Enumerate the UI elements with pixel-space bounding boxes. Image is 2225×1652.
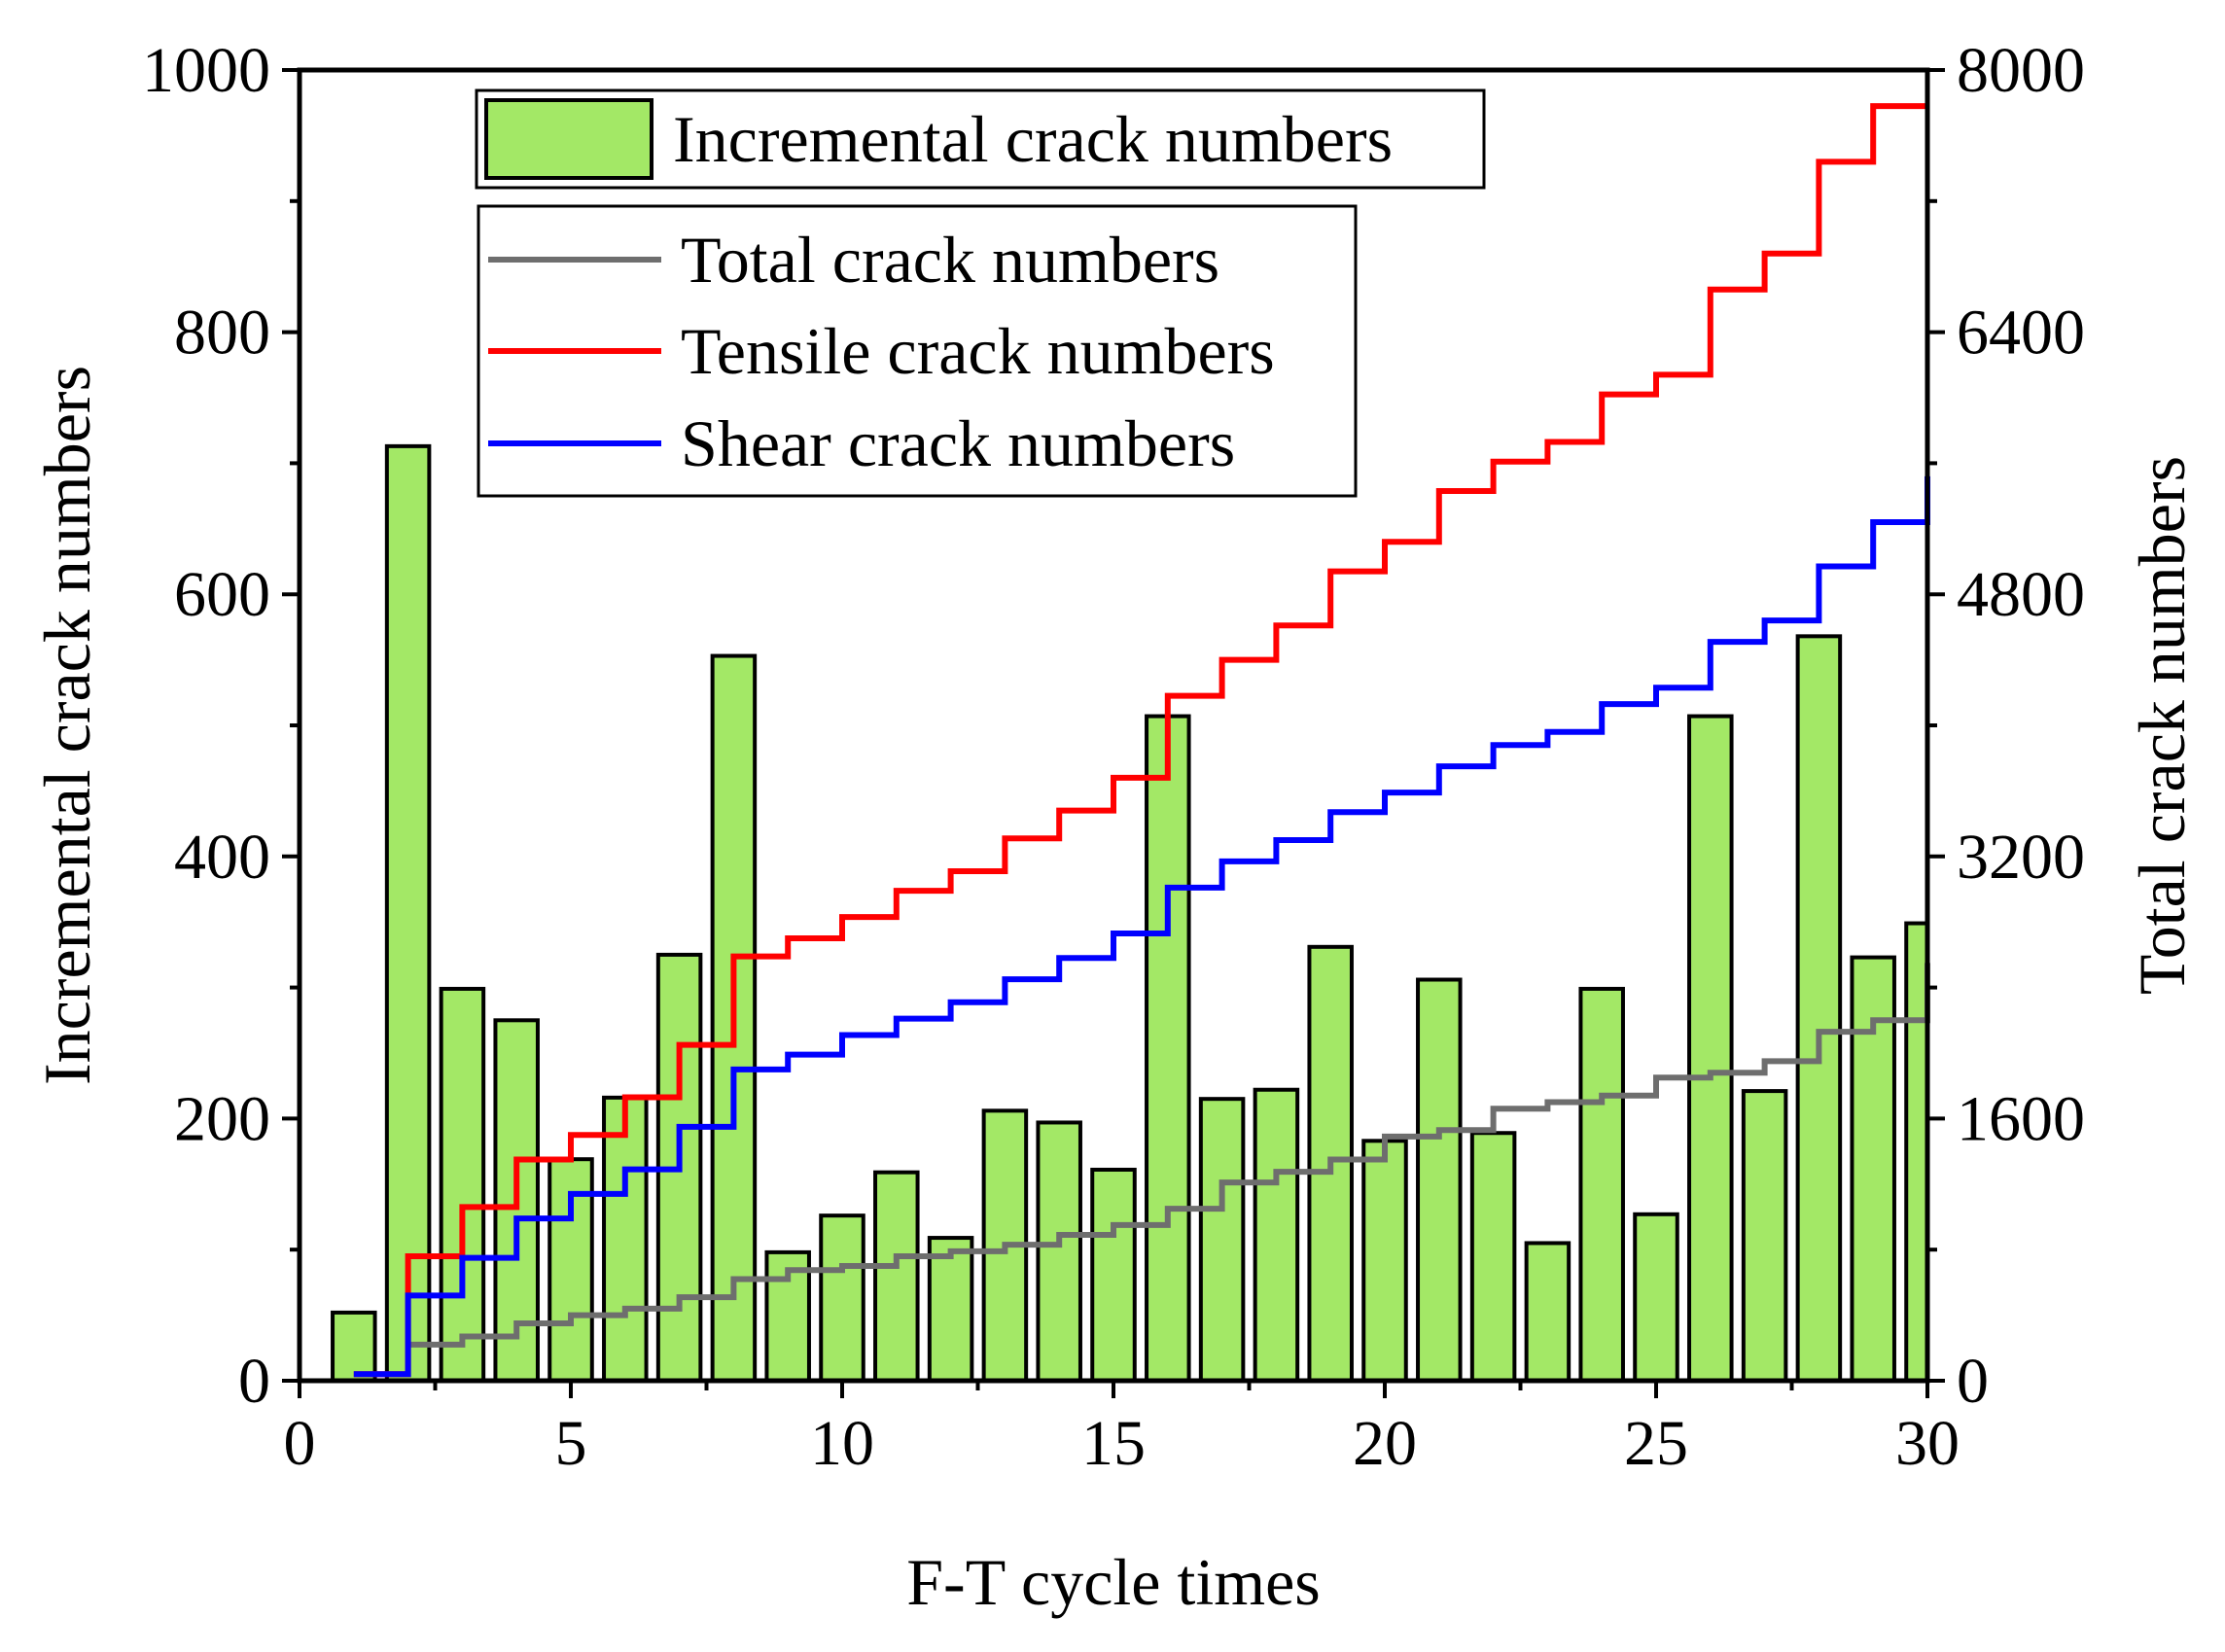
- x-tick-label: 20: [1353, 1408, 1417, 1479]
- bar: [439, 986, 486, 1383]
- y-right-tick-label: 4800: [1957, 559, 2085, 630]
- bars-layer: [331, 443, 1930, 1384]
- legend-lines-box: [477, 204, 1358, 498]
- bar: [1741, 1089, 1788, 1384]
- y-right-tick-label: 0: [1957, 1346, 1989, 1417]
- y-left-tick-label: 200: [174, 1083, 270, 1154]
- total-crack-line: [407, 963, 1930, 1348]
- labels-layer: 0 5 10 15 20 25 300200400600800100001600320048…: [142, 35, 2085, 1479]
- bar: [331, 1310, 377, 1384]
- tensile-crack-line: [353, 103, 1927, 1378]
- shear-crack-line: [353, 475, 1930, 1378]
- bar: [873, 1170, 920, 1383]
- bar: [819, 1213, 865, 1383]
- y-right-tick-label: 6400: [1957, 298, 2085, 369]
- bar: [1469, 1131, 1517, 1384]
- y-left-tick-label: 600: [174, 559, 270, 630]
- bar: [1904, 921, 1930, 1383]
- bar: [1198, 1097, 1246, 1384]
- bar: [384, 443, 432, 1384]
- bar: [1578, 986, 1625, 1383]
- bar: [1633, 1212, 1679, 1383]
- bar: [1687, 714, 1734, 1383]
- ticks-layer: [282, 68, 1945, 1398]
- bar: [1416, 977, 1463, 1384]
- x-tick-label: 0: [284, 1408, 316, 1479]
- legend-incremental-label: Incremental crack numbers: [673, 102, 1393, 176]
- y-left-axis-title: Incremental crack numbers: [30, 366, 104, 1085]
- bar: [927, 1236, 974, 1383]
- y-right-tick-label: 8000: [1957, 35, 2085, 106]
- y-left-tick-label: 400: [174, 822, 270, 893]
- y-right-tick-label: 1600: [1957, 1083, 2085, 1154]
- bar: [1145, 714, 1191, 1383]
- bar: [602, 1095, 649, 1384]
- bar: [1253, 1087, 1300, 1384]
- legend-incremental-swatch: [484, 98, 653, 180]
- bar: [1524, 1241, 1572, 1383]
- x-tick-label: 10: [810, 1408, 874, 1479]
- legend-incremental: Incremental crack numbers: [475, 88, 1486, 190]
- bar: [1795, 634, 1843, 1383]
- legend-total-label: Total crack numbers: [681, 223, 1219, 297]
- legend-tensile-label: Tensile crack numbers: [681, 314, 1275, 388]
- y-left-tick-label: 800: [174, 298, 270, 369]
- legend-shear-label: Shear crack numbers: [681, 406, 1235, 480]
- bar: [1090, 1167, 1137, 1384]
- bar: [1361, 1139, 1408, 1384]
- y-right-tick-label: 3200: [1957, 822, 2085, 893]
- y-left-tick-label: 1000: [142, 35, 270, 106]
- x-axis-title: F-T cycle times: [906, 1545, 1321, 1619]
- x-tick-label: 30: [1895, 1408, 1960, 1479]
- y-left-tick-label: 0: [238, 1346, 270, 1417]
- y-right-axis-title: Total crack numbers: [2125, 456, 2199, 995]
- x-tick-label: 5: [555, 1408, 587, 1479]
- x-tick-label: 15: [1081, 1408, 1146, 1479]
- bar: [1036, 1120, 1082, 1383]
- lines-layer: [353, 103, 1930, 1378]
- legend-lines: Total crack numbers Tensile crack number…: [477, 204, 1358, 498]
- x-tick-label: 25: [1624, 1408, 1688, 1479]
